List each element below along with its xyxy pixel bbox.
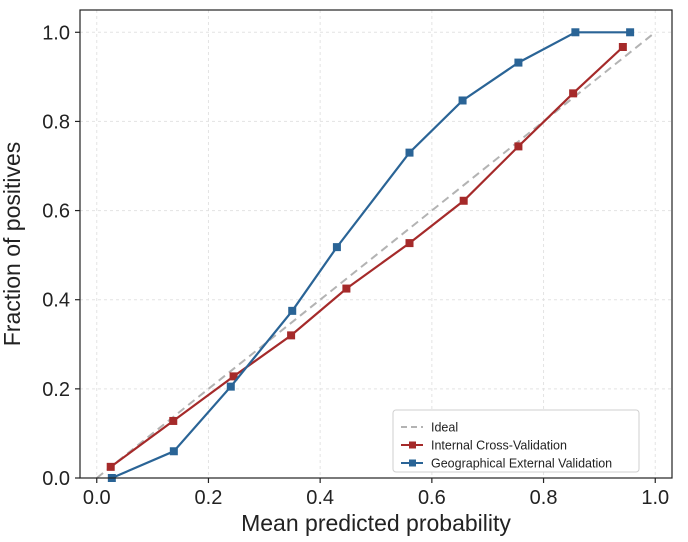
legend-label-0: Ideal [431, 421, 458, 435]
series-line-2 [111, 31, 631, 480]
plot-area: 0.0 0.2 0.4 0.6 0.8 1.0 0.0 0.2 0.4 0.6 0.8 1.0 [42, 9, 673, 509]
series-1-point [514, 142, 523, 151]
legend-marker-1 [409, 441, 416, 449]
x-tick-label: 1.0 [641, 487, 669, 509]
legend-marker-2 [409, 459, 416, 467]
x-axis-label: Mean predicted probability [241, 510, 511, 536]
series-2-point [405, 148, 414, 157]
x-tick-label: 0.6 [418, 487, 446, 509]
series-line-1 [110, 46, 624, 468]
legend-label-1: Internal Cross-Validation [431, 439, 567, 453]
y-tick-label: 0.0 [42, 468, 70, 490]
y-tick-label: 0.4 [42, 290, 70, 312]
series-1-point [342, 284, 351, 293]
x-tick-label: 0.2 [195, 487, 223, 509]
legend-box [392, 409, 640, 473]
series-1-point [229, 372, 238, 381]
series-1-point [618, 42, 627, 51]
series-1-point [287, 331, 296, 340]
y-tick-label: 0.2 [42, 379, 70, 401]
series-2-point [626, 28, 635, 37]
series-2-point [332, 243, 341, 252]
y-tick-label: 0.8 [42, 111, 70, 133]
y-axis-label: Fraction of positives [0, 142, 25, 347]
series-1-point [169, 416, 178, 425]
series-2-point [514, 58, 523, 67]
x-tick-label: 0.0 [83, 487, 111, 509]
y-tick-label: 0.6 [42, 201, 70, 223]
legend: Ideal Internal Cross-Validation Geographic… [392, 409, 640, 473]
series-1-point [106, 462, 115, 471]
series-2-point [571, 28, 580, 37]
series-line-0 [96, 31, 656, 479]
plot-frame [79, 9, 673, 479]
legend-label-2: Geographical External Validation [431, 457, 612, 471]
series-2-point [169, 447, 178, 456]
x-tick-label: 0.4 [306, 487, 334, 509]
y-tick-label: 1.0 [42, 22, 70, 44]
series-1-point [459, 196, 468, 205]
series-1-point [569, 89, 578, 98]
series-2-point [458, 96, 467, 105]
x-tick-label: 0.8 [530, 487, 558, 509]
series-2-point [226, 382, 235, 391]
series-2-point [288, 306, 297, 315]
series-1-point [405, 239, 414, 248]
